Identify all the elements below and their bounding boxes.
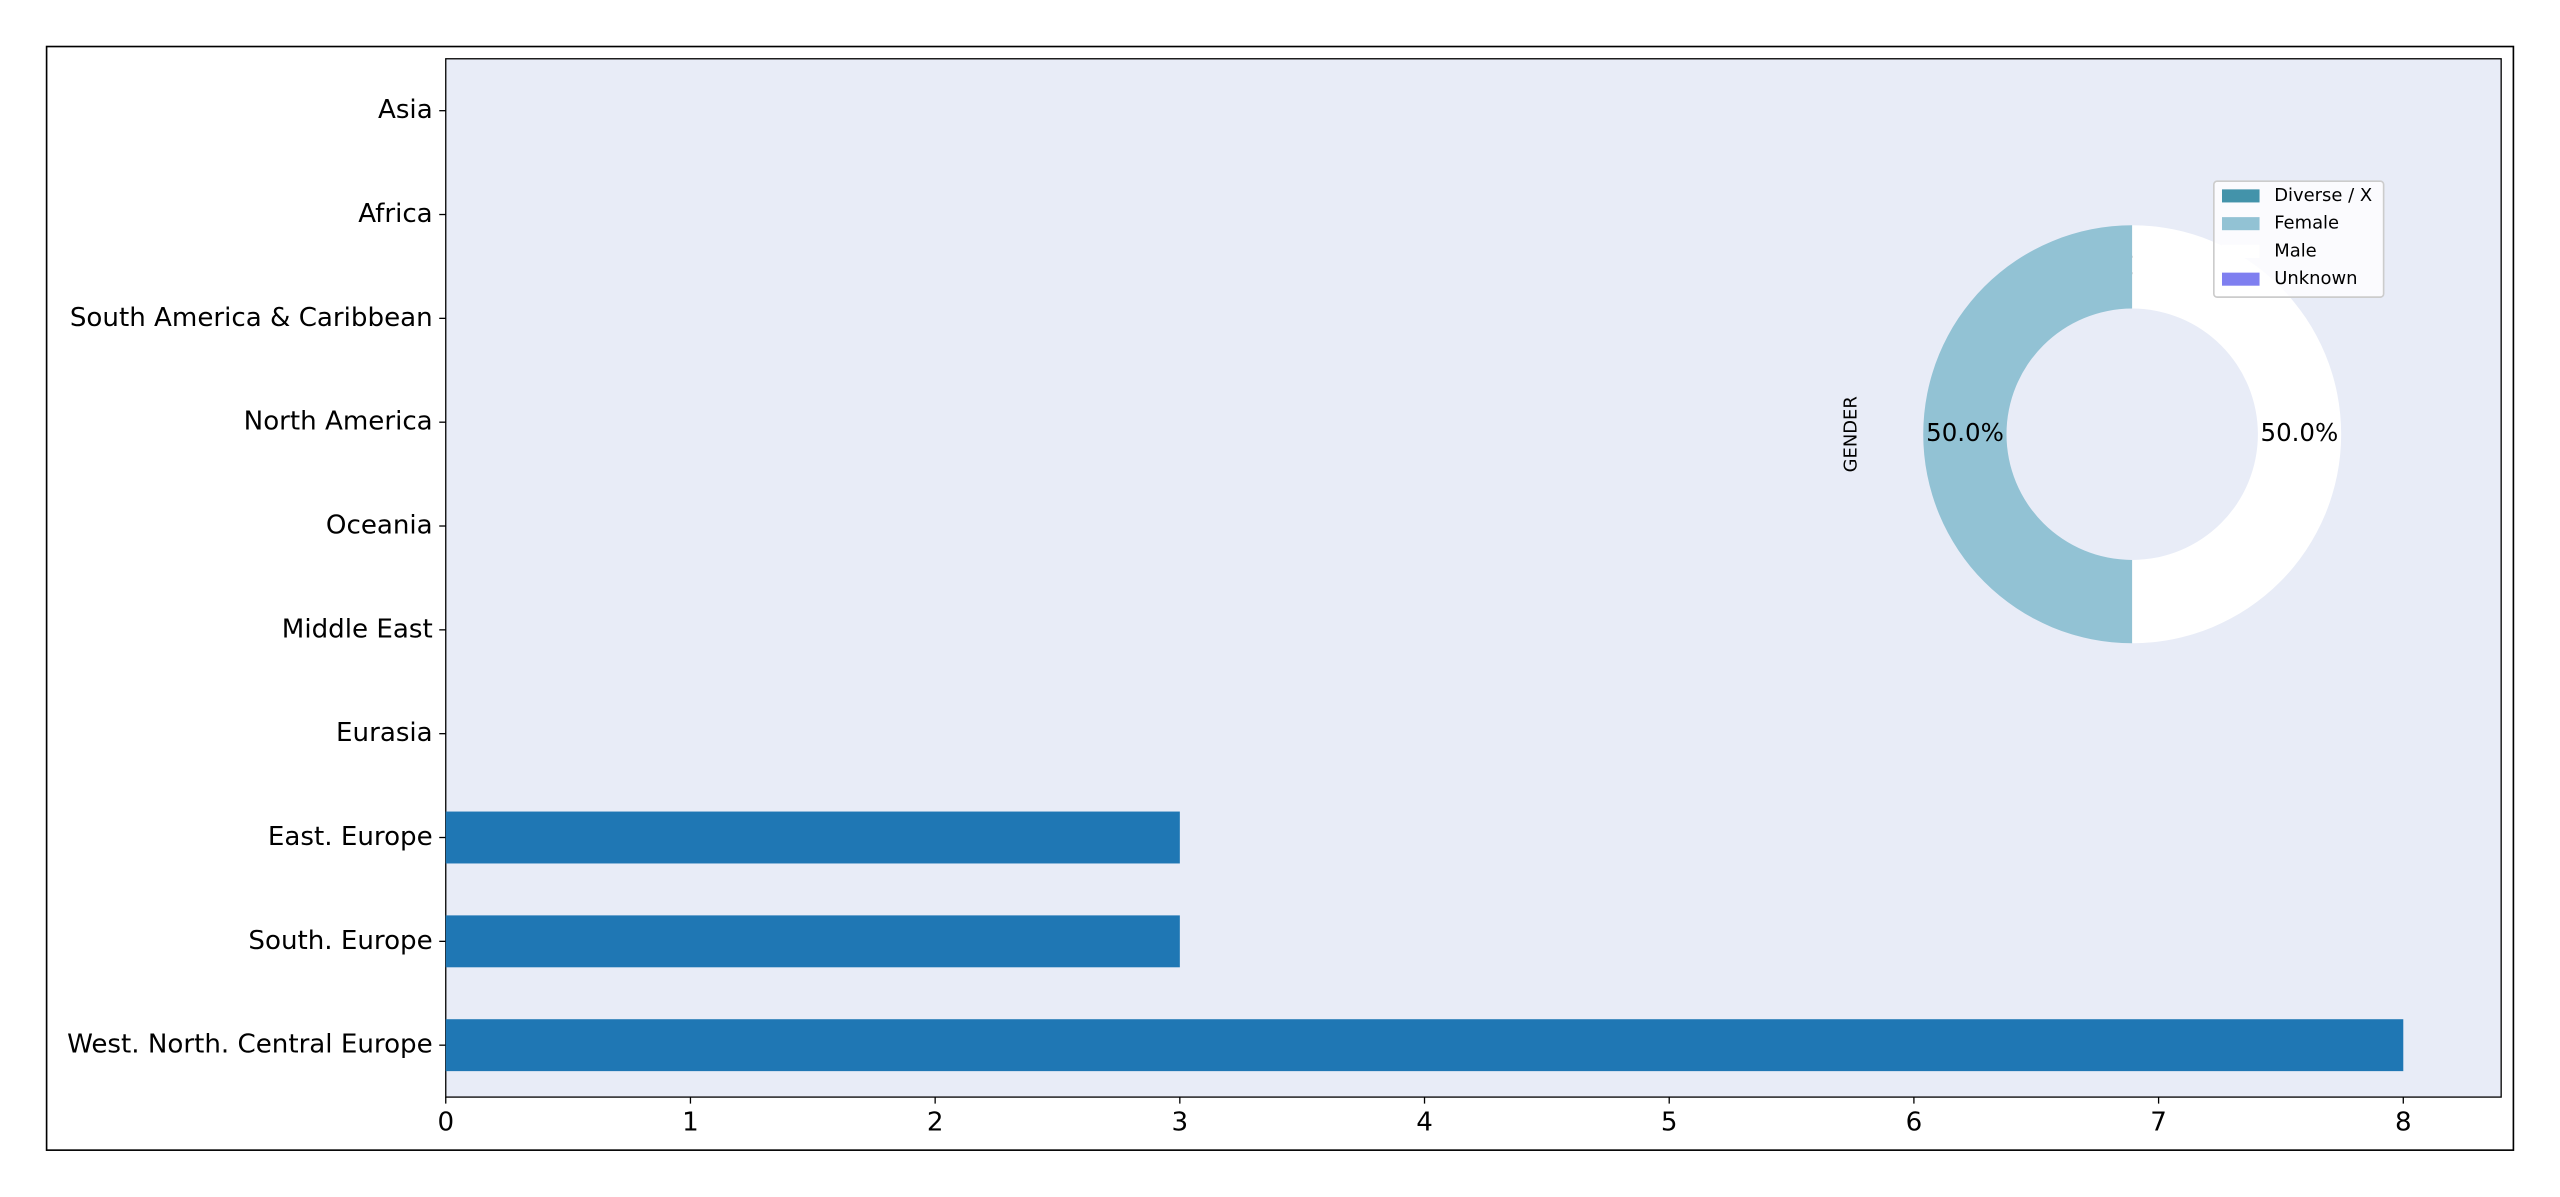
y-tick-label: Africa [358,199,432,229]
y-tick-label: North America [244,407,433,437]
x-tick-label: 6 [1906,1108,1923,1138]
y-tick-label: East. Europe [268,822,433,852]
slice-label: 50.0% [2261,418,2339,447]
legend-label: Diverse / X [2274,185,2372,206]
legend-swatch [2221,272,2260,286]
y-tick-label: West. North. Central Europe [67,1030,433,1060]
bar [445,811,1180,864]
pie-ylabel: GENDER [1840,396,1861,472]
y-tick-label: South. Europe [248,926,432,956]
y-tick-label: Middle East [282,614,433,644]
x-tick-label: 3 [1172,1108,1189,1138]
x-tick-label: 0 [437,1108,454,1138]
x-tick-label: 7 [2150,1108,2167,1138]
y-tick-label: Eurasia [336,718,433,748]
x-tick-label: 1 [682,1108,699,1138]
bar [445,1019,2404,1072]
donut-slice [1923,225,2133,644]
y-tick-label: Oceania [326,511,433,541]
y-tick-label: Asia [378,95,433,125]
legend-swatch [2221,244,2260,258]
legend-swatch [2221,217,2260,231]
slice-label: 50.0% [1926,418,2004,447]
donut-slice [2132,225,2342,644]
legend-swatch [2221,189,2260,203]
x-tick-label: 2 [927,1108,944,1138]
legend-label: Unknown [2274,268,2357,289]
bar [445,915,1180,968]
x-tick-label: 8 [2395,1108,2412,1138]
legend-label: Male [2274,240,2317,261]
y-tick-label: South America & Caribbean [70,303,433,333]
legend-label: Female [2274,213,2339,234]
x-tick-label: 5 [1661,1108,1678,1138]
x-tick-label: 4 [1416,1108,1433,1138]
legend-box [2213,180,2385,298]
